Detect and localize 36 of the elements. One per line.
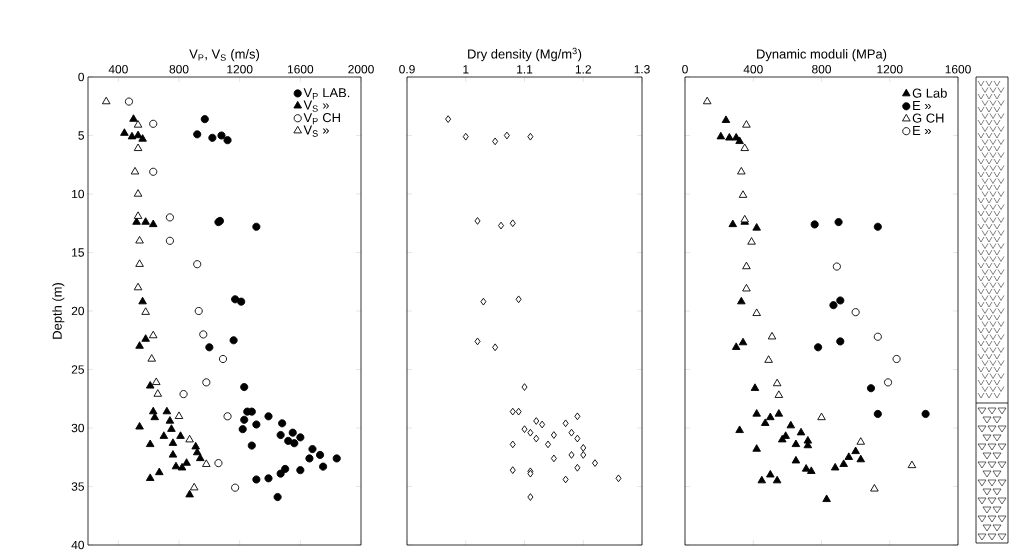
legend-label: V$_{S}$ » (303, 100, 329, 113)
x-tick-label: 800 (169, 65, 189, 74)
legend-label: E » (913, 101, 931, 111)
y-tick-label: 40 (71, 541, 85, 550)
y-axis-title: Depth (m) (52, 283, 65, 339)
legend-label: E » (913, 126, 931, 136)
x-tick-label: 0 (682, 65, 688, 74)
x-tick-label: 1200 (227, 65, 253, 74)
x-tick-label: 1.1 (517, 65, 533, 74)
x-tick-label: 400 (108, 65, 128, 74)
x-axis-title: Dynamic moduli (MPa) (757, 49, 887, 62)
x-tick-label: 1.3 (634, 65, 650, 74)
legend-label: V$_{P}$ LAB. (303, 88, 350, 100)
x-tick-label: 400 (743, 65, 763, 74)
x-tick-label: 2000 (348, 65, 374, 74)
x-axis-title: V$_{P}$, V$_{S}$ (m/s) (189, 49, 260, 62)
legend-label: G CH (912, 113, 944, 123)
legend-label: G Lab (912, 88, 947, 98)
y-tick-label: 0 (78, 73, 85, 82)
legend-label: V$_{S}$ » (303, 125, 329, 137)
y-tick-label: 35 (71, 482, 84, 491)
y-tick-label: 15 (72, 248, 84, 257)
x-tick-label: 1600 (287, 65, 314, 74)
x-axis-title: Dry density (Mg/m$^{3}$) (468, 48, 582, 62)
x-tick-label: 1 (463, 65, 469, 74)
y-tick-label: 30 (71, 424, 85, 433)
x-tick-label: 1.2 (575, 65, 591, 74)
x-tick-label: 1600 (945, 65, 971, 74)
x-tick-label: 1200 (877, 65, 903, 74)
x-tick-label: 800 (812, 65, 832, 74)
y-tick-label: 25 (71, 365, 84, 374)
legend-label: V$_{P}$ CH (303, 113, 340, 125)
y-tick-label: 5 (78, 131, 84, 140)
y-tick-label: 10 (72, 190, 85, 199)
x-tick-label: 0.9 (399, 65, 415, 74)
y-tick-label: 20 (71, 307, 85, 316)
